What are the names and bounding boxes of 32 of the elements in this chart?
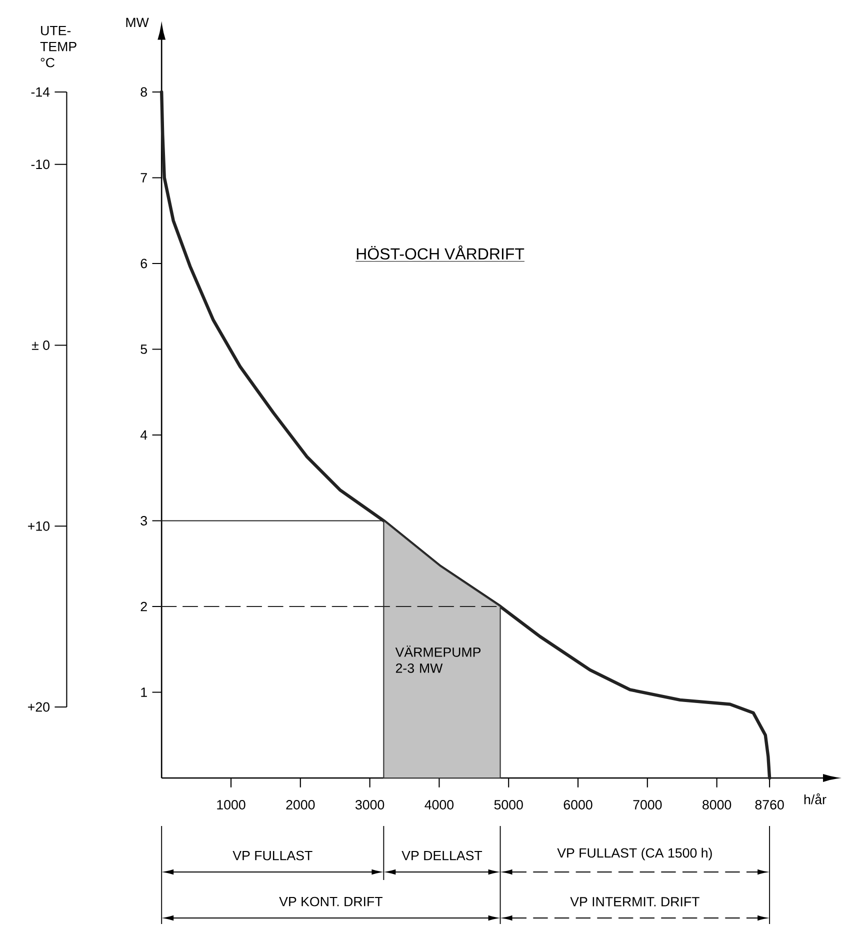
x-tick-label: 7000	[633, 800, 662, 810]
text: VP DELLAST	[402, 850, 482, 860]
y-tick-label: 1	[141, 688, 147, 697]
y-tick-label: 2	[140, 602, 147, 612]
x-tick-label: 8760	[755, 800, 784, 810]
y2-axis-title: UTE-TEMP °C	[40, 26, 76, 68]
y2-tick-label: ± 0	[32, 340, 50, 350]
y2-tick-label: +10	[28, 521, 50, 531]
x-tick-label: 6000	[564, 800, 592, 810]
x-axis-title: h/år	[804, 793, 826, 804]
x-tick-label: 4000	[424, 800, 454, 810]
annotation: VÄRMEPUMP 2-3 MW	[395, 646, 481, 673]
y-tick-label: 4	[140, 430, 148, 440]
x-tick-label: 2000	[286, 800, 315, 810]
x-tick-label: 3000	[355, 800, 384, 810]
y-tick-label: 8	[140, 87, 147, 97]
x-tick-label: 8000	[702, 800, 732, 810]
y-tick-label: 3	[140, 516, 147, 526]
y-tick-label: 6	[140, 258, 147, 268]
y-axis-title: MW	[126, 18, 149, 27]
text: VP FULLAST	[232, 850, 312, 860]
x-tick-label: 1000	[217, 800, 246, 810]
text: VP INTERMIT. DRIFT	[570, 897, 700, 906]
text: HÖST-OCH VÅRDRIFT	[356, 245, 524, 260]
x-tick-label: 5000	[494, 800, 523, 810]
y2-tick-label: +20	[28, 702, 50, 712]
y-tick-label: 5	[140, 344, 147, 354]
text: VP KONT. DRIFT	[279, 896, 382, 906]
text: VP FULLAST (CA 1500 h)	[557, 848, 712, 860]
y-tick-label: 7	[140, 173, 147, 182]
y2-tick-label: -14	[31, 87, 50, 97]
y2-tick-label: -10	[31, 160, 50, 170]
